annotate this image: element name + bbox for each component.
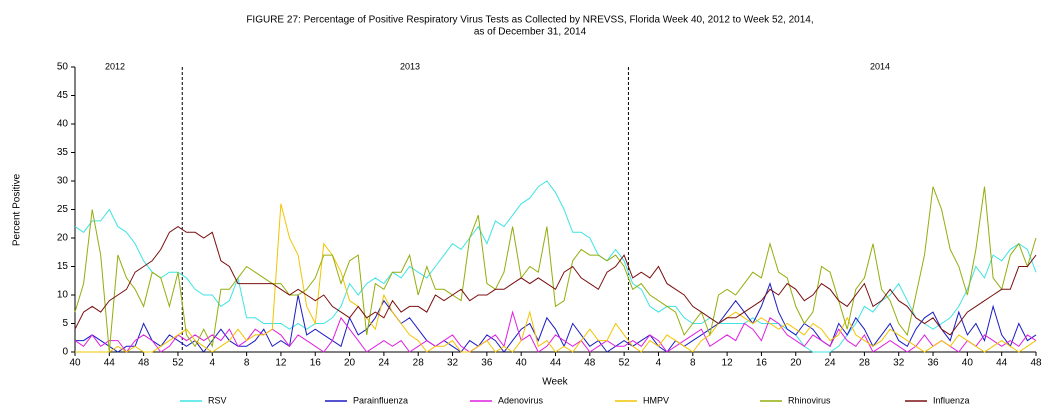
- x-tick-label: 20: [790, 358, 802, 369]
- x-tick-label: 44: [550, 358, 562, 369]
- y-tick-label: 45: [57, 90, 69, 101]
- y-tick-label: 10: [57, 290, 69, 301]
- legend-label: RSV: [208, 395, 227, 405]
- legend-label: Influenza: [933, 395, 970, 405]
- series-line: [75, 203, 1037, 353]
- x-axis-label: Week: [542, 377, 568, 388]
- y-tick-label: 50: [57, 62, 69, 73]
- x-tick-label: 52: [619, 358, 631, 369]
- y-tick-label: 0: [62, 347, 68, 358]
- x-tick-label: 8: [244, 358, 250, 369]
- chart-title: FIGURE 27: Percentage of Positive Respir…: [246, 15, 813, 26]
- series-line: [74, 310, 1037, 353]
- x-tick-label: 24: [378, 358, 390, 369]
- x-tick-label: 28: [413, 358, 425, 369]
- x-tick-label: 32: [447, 358, 459, 369]
- x-tick-label: 12: [275, 358, 287, 369]
- y-axis-label: Percent Positive: [12, 173, 23, 246]
- legend-label: Rhinovirus: [788, 395, 831, 405]
- x-tick-label: 24: [825, 358, 837, 369]
- x-tick-label: 40: [69, 358, 81, 369]
- y-tick-label: 15: [57, 261, 69, 272]
- x-tick-label: 48: [584, 358, 596, 369]
- legend-label: Parainfluenza: [353, 395, 408, 405]
- chart-title: as of December 31, 2014: [474, 27, 587, 38]
- year-label: 2013: [400, 61, 420, 71]
- x-tick-label: 40: [962, 358, 974, 369]
- x-tick-label: 36: [927, 358, 939, 369]
- x-tick-label: 12: [722, 358, 734, 369]
- x-tick-label: 20: [344, 358, 356, 369]
- x-tick-label: 36: [481, 358, 493, 369]
- legend-label: Adenovirus: [498, 395, 544, 405]
- series-line: [74, 180, 1037, 353]
- series-line: [74, 186, 1037, 353]
- year-label: 2014: [870, 61, 890, 71]
- x-tick-label: 52: [172, 358, 184, 369]
- x-tick-label: 44: [104, 358, 116, 369]
- x-tick-label: 32: [893, 358, 905, 369]
- x-tick-label: 16: [756, 358, 768, 369]
- x-tick-label: 28: [859, 358, 871, 369]
- series-line: [74, 225, 1037, 336]
- year-label: 2012: [105, 61, 125, 71]
- x-tick-label: 4: [210, 358, 216, 369]
- x-tick-label: 48: [138, 358, 150, 369]
- y-tick-label: 35: [57, 147, 69, 158]
- x-tick-label: 4: [656, 358, 662, 369]
- y-tick-label: 5: [62, 318, 68, 329]
- x-tick-label: 48: [1030, 358, 1042, 369]
- x-tick-label: 44: [996, 358, 1008, 369]
- x-tick-label: 40: [516, 358, 528, 369]
- y-tick-label: 25: [57, 204, 69, 215]
- y-tick-label: 40: [57, 119, 69, 130]
- y-tick-label: 20: [57, 233, 69, 244]
- y-tick-label: 30: [57, 176, 69, 187]
- legend-label: HMPV: [643, 395, 669, 405]
- x-tick-label: 8: [690, 358, 696, 369]
- x-tick-label: 16: [310, 358, 322, 369]
- series-line: [75, 282, 1037, 353]
